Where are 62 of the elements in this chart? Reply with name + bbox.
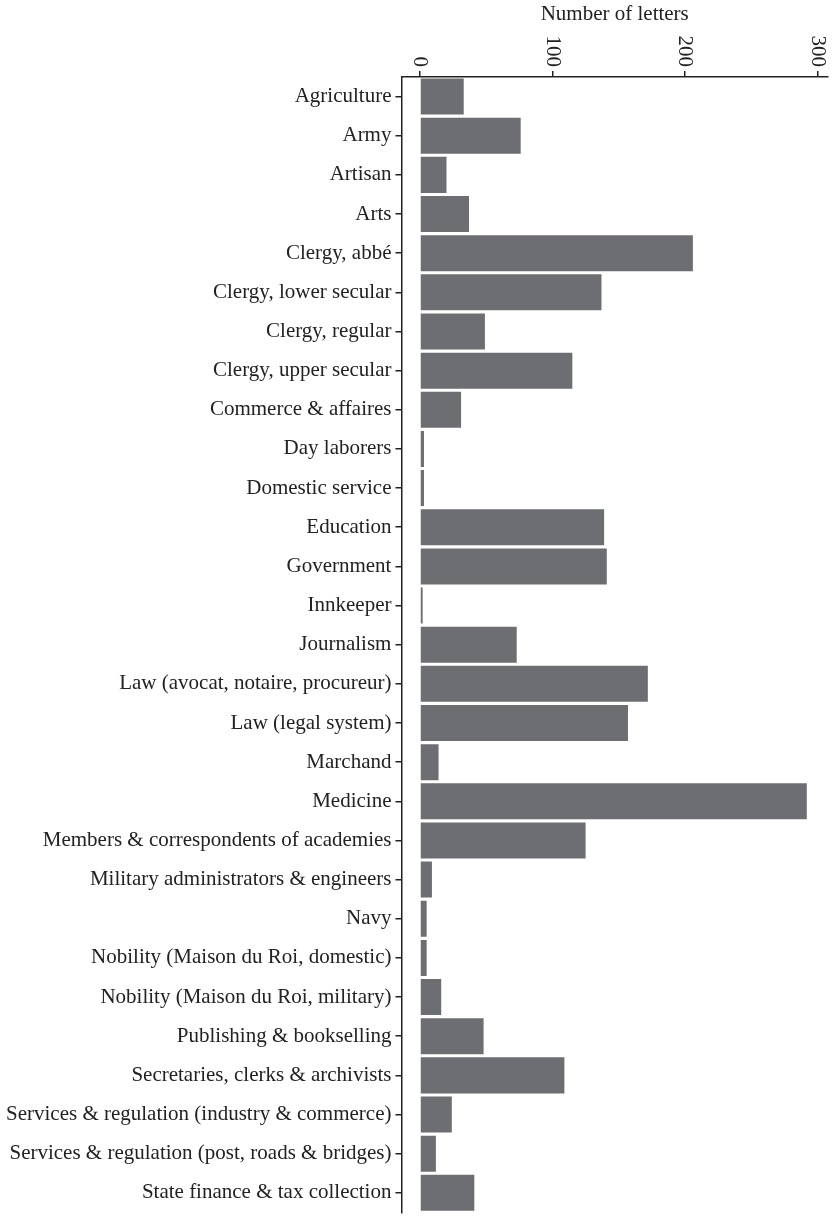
bar — [420, 783, 807, 820]
bar — [420, 78, 464, 115]
bar — [420, 509, 605, 546]
x-axis-title: Number of letters — [540, 1, 689, 26]
bar — [420, 626, 517, 663]
x-tick-label: 300 — [806, 35, 831, 67]
y-tick-label: Commerce & affaires — [209, 396, 392, 421]
x-tick-label: 100 — [541, 35, 566, 67]
y-tick-label: Innkeeper — [307, 592, 392, 617]
bar — [420, 274, 602, 311]
bar — [420, 900, 427, 937]
y-tick-label: Army — [342, 122, 392, 147]
y-tick-label: Nobility (Maison du Roi, domestic) — [91, 944, 392, 969]
y-tick-label: Domestic service — [246, 474, 392, 499]
bar — [420, 117, 521, 154]
y-tick-label: Publishing & bookselling — [176, 1022, 392, 1047]
y-tick-label: Agriculture — [294, 83, 392, 108]
bar — [420, 1018, 484, 1055]
y-tick-label: Clergy, upper secular — [213, 357, 392, 382]
bar — [420, 979, 442, 1016]
y-tick-label: Law (legal system) — [230, 709, 392, 734]
bar — [420, 470, 424, 507]
y-tick-label: Clergy, abbé — [285, 239, 392, 264]
bar — [420, 665, 648, 702]
bar — [420, 861, 432, 898]
y-tick-label: Artisan — [329, 161, 392, 186]
y-tick-label: Navy — [345, 905, 392, 930]
y-tick-label: State finance & tax collection — [141, 1179, 392, 1204]
y-tick-label: Marchand — [306, 748, 392, 773]
y-tick-label: Clergy, lower secular — [213, 278, 392, 303]
x-tick-label: 200 — [674, 35, 699, 67]
bar — [420, 313, 485, 350]
y-tick-label: Members & correspondents of academies — [42, 826, 392, 851]
bar — [420, 391, 462, 428]
y-tick-label: Military administrators & engineers — [89, 866, 392, 891]
y-tick-label: Government — [286, 552, 392, 577]
y-tick-label: Education — [306, 513, 392, 538]
y-tick-label: Clergy, regular — [266, 318, 392, 342]
y-tick-label: Nobility (Maison du Roi, military) — [100, 983, 392, 1008]
y-tick-label: Law (avocat, notaire, procureur) — [119, 670, 392, 695]
bar — [420, 822, 586, 859]
y-tick-label: Day laborers — [283, 435, 392, 460]
y-tick-label: Secretaries, clerks & archivists — [131, 1061, 392, 1086]
x-tick-label: 0 — [409, 56, 434, 67]
y-tick-label: Services & regulation (post, roads & bridges) — [9, 1140, 392, 1165]
y-tick-label: Arts — [355, 200, 392, 225]
bar — [420, 939, 427, 976]
bar — [420, 196, 470, 233]
y-tick-label: Medicine — [312, 787, 392, 812]
bar — [420, 744, 439, 781]
bar — [420, 430, 424, 467]
y-tick-label: Services & regulation (industry & commerce) — [6, 1101, 392, 1126]
bar — [420, 548, 607, 585]
bar — [420, 1135, 436, 1172]
bar — [420, 235, 693, 272]
bar — [420, 1057, 565, 1094]
bar — [420, 156, 447, 193]
bar — [420, 1096, 452, 1133]
bar — [420, 704, 628, 742]
y-tick-label: Journalism — [299, 631, 392, 656]
bar — [420, 1174, 475, 1211]
bar — [420, 352, 573, 389]
